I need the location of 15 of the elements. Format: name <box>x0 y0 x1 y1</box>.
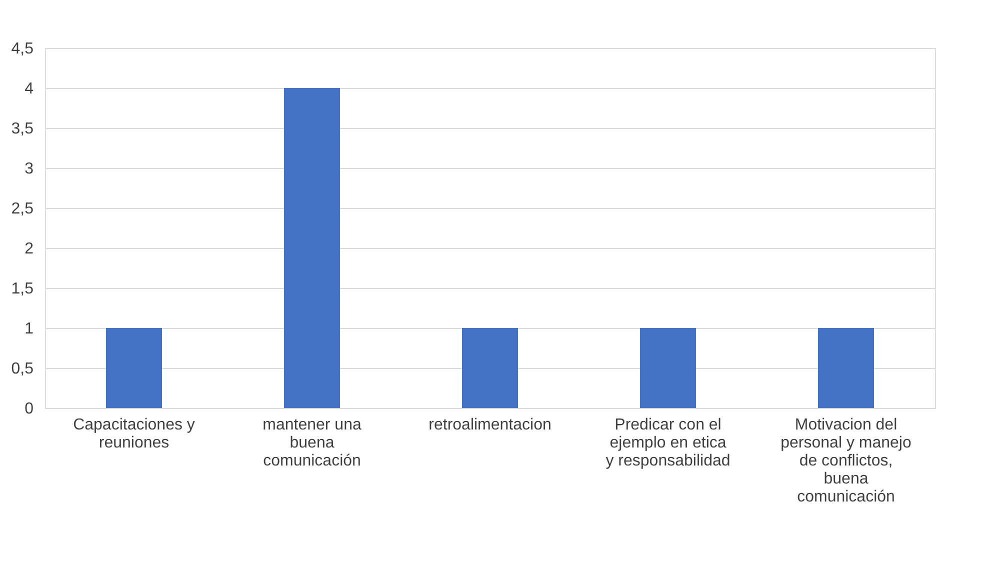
y-tick-label: 2 <box>24 240 34 258</box>
x-tick-label: Motivacion del personal y manejo de conflictos, buena comunicación <box>780 416 912 506</box>
y-tick-label: 1 <box>24 320 34 338</box>
y-tick-label: 4,5 <box>11 40 34 58</box>
y-tick-label: 0,5 <box>11 360 34 378</box>
x-tick-label: retroalimentacion <box>428 416 552 434</box>
x-tick-label: mantener una buena comunicación <box>262 416 362 470</box>
y-tick-label: 3,5 <box>11 120 34 138</box>
y-tick-label: 2,5 <box>11 200 34 218</box>
y-tick-label: 3 <box>24 160 34 178</box>
x-tick-label: Capacitaciones y reuniones <box>73 416 195 452</box>
y-tick-label: 4 <box>24 80 34 98</box>
y-tick-label: 1,5 <box>11 280 34 298</box>
y-tick-label: 0 <box>24 400 34 418</box>
x-tick-label: Predicar con el ejemplo en etica y responsabilidad <box>606 416 730 470</box>
